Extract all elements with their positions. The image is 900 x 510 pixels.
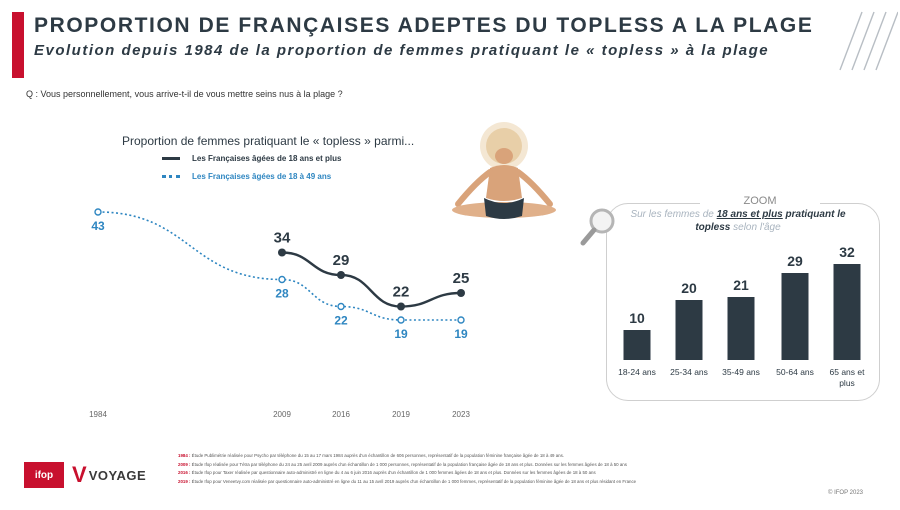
legend-swatch-dotted [162, 175, 180, 178]
methodology-footnotes: 1984 : Étude Publimétrie réalisée pour P… [178, 452, 738, 486]
bar-value-label: 10 [629, 310, 645, 326]
data-label-18-plus: 22 [393, 284, 410, 301]
bar-chart: 10 18-24 ans 20 25-34 ans 21 35-49 ans 29 50-64… [618, 244, 866, 388]
point-18-plus [337, 271, 345, 279]
bar-value-label: 20 [681, 280, 697, 296]
data-label-18-49: 19 [394, 327, 408, 341]
category-label: 18-24 ans [618, 367, 656, 377]
bar-value-label: 21 [733, 277, 749, 293]
zoom-subtitle: Sur les femmes de 18 ans et plus pratiqu… [630, 209, 846, 233]
footnote-row: 2009 : Étude Ifop réalisée pour Tétra pa… [178, 461, 627, 467]
ifop-logo: ifop [24, 462, 64, 488]
page-title: PROPORTION DE FRANÇAISES ADEPTES DU TOPL… [34, 14, 814, 37]
page-subtitle: Evolution depuis 1984 de la proportion d… [34, 42, 770, 59]
category-label: 65 ans et plus [830, 367, 866, 388]
footnote-row: 2019 : Étude Ifop pour Veneetvy.com réal… [178, 478, 637, 484]
bar [727, 297, 755, 360]
point-18-plus [397, 302, 405, 311]
data-label-18-49: 22 [334, 314, 348, 328]
legend-label: Les Françaises âgées de 18 ans et plus [192, 154, 342, 163]
point-18-plus [457, 289, 465, 297]
bar [675, 300, 703, 360]
point-18-plus [278, 248, 286, 257]
series-line-18-plus [281, 251, 462, 308]
data-label-18-plus: 25 [453, 270, 470, 287]
decorative-stripes [839, 11, 898, 71]
series-line-18-49 [97, 211, 461, 321]
data-label-18-49: 43 [91, 219, 105, 233]
bar [623, 330, 651, 360]
bar [833, 264, 861, 360]
footnote-row: 1984 : Étude Publimétrie réalisée pour P… [178, 453, 565, 458]
line-chart-title: Proportion de femmes pratiquant le « top… [122, 134, 415, 148]
legend-swatch-solid [162, 157, 180, 160]
accent-bar [12, 12, 24, 78]
category-label: 25-34 ans [670, 367, 708, 377]
bar-value-label: 29 [787, 253, 803, 269]
line-chart: 1984 2009 2016 2019 2023 43 28 22 19 19 34 29 22 25 [89, 208, 470, 419]
bar-value-label: 32 [839, 244, 855, 260]
data-label-18-49: 19 [454, 327, 468, 341]
data-label-18-plus: 29 [333, 252, 350, 269]
category-label: 50-64 ans [776, 367, 814, 377]
category-label: 35-49 ans [722, 367, 760, 377]
magnifier-icon [580, 208, 615, 246]
point-18-49 [397, 316, 405, 324]
woman-meditating-icon [452, 122, 556, 219]
x-tick-label: 2019 [392, 410, 410, 419]
legend-series-18-plus: Les Françaises âgées de 18 ans et plus [162, 154, 341, 163]
footnote-row: 2016 : Étude Ifop pour Taxer réalisée pa… [178, 470, 596, 476]
data-label-18-plus: 34 [274, 230, 291, 247]
point-18-49 [94, 208, 102, 216]
voyage-logo: V VOYAGE [72, 462, 147, 487]
zoom-title: ZOOM [700, 195, 820, 207]
footer-logos: ifop V VOYAGE [24, 462, 146, 488]
point-18-49 [457, 316, 465, 324]
copyright: © IFOP 2023 [828, 490, 863, 496]
x-tick-label: 2016 [332, 410, 350, 419]
point-18-49 [337, 302, 345, 311]
x-tick-label: 1984 [89, 410, 107, 419]
x-tick-label: 2009 [273, 410, 291, 419]
legend-label: Les Françaises âgées de 18 à 49 ans [192, 172, 332, 181]
legend-series-18-49: Les Françaises âgées de 18 à 49 ans [162, 172, 331, 181]
x-tick-label: 2023 [452, 410, 470, 419]
survey-question: Q : Vous personnellement, vous arrive-t-… [26, 89, 343, 99]
point-18-49 [278, 275, 286, 284]
bar [781, 273, 809, 360]
data-label-18-49: 28 [275, 287, 289, 301]
